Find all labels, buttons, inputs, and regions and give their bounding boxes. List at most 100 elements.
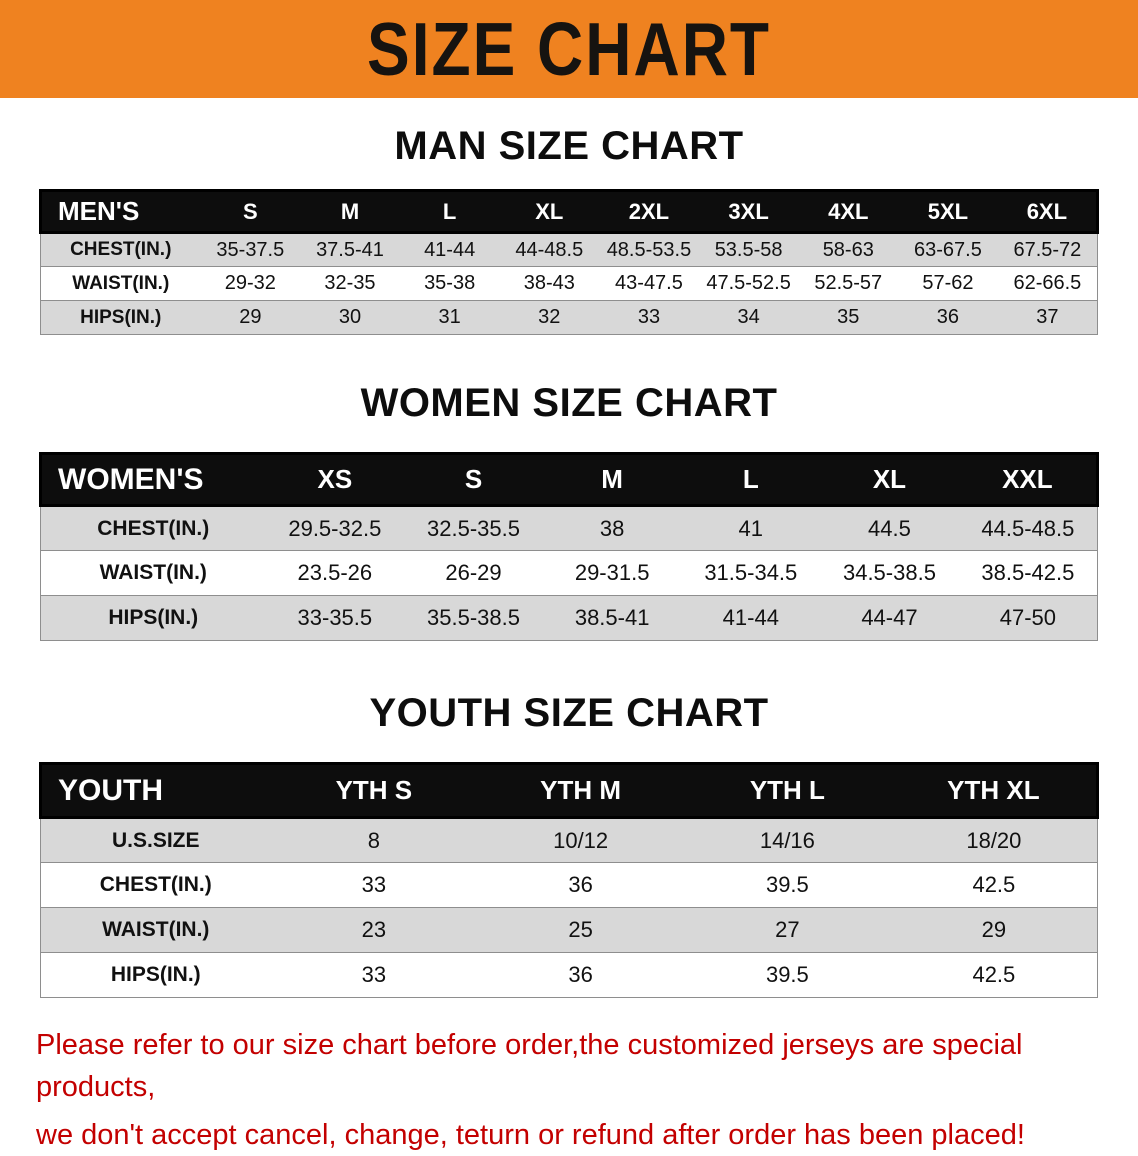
row-label: WAIST(IN.) xyxy=(72,272,170,294)
women-size-table: WOMEN'S XS S M L XL XXL CHEST(IN.) 29.5-32.5 32.5… xyxy=(39,452,1099,641)
size-value-cell: 38.5-41 xyxy=(574,605,650,630)
youth-section-heading: YOUTH SIZE CHART xyxy=(369,691,769,735)
size-value-cell: 41-44 xyxy=(424,238,476,261)
size-value-cell: 37.5-41 xyxy=(316,238,384,261)
size-column-header: M xyxy=(601,464,623,494)
size-value-cell: 35-38 xyxy=(424,272,476,294)
youth-size-section: YOUTH SIZE CHART YOUTH YTH S YTH M YTH L YTH… xyxy=(0,691,1138,998)
measurement-row: CHEST(IN.) 33 36 39.5 42.5 xyxy=(40,862,1098,908)
size-value-cell: 44-48.5 xyxy=(515,238,584,261)
youth-table-header-row: YOUTH YTH S YTH M YTH L YTH XL xyxy=(40,763,1098,818)
men-table-title: MEN'S xyxy=(58,196,140,226)
disclaimer-line-2: we don't accept cancel, change, teturn o… xyxy=(36,1119,1025,1152)
size-value-cell: 52.5-57 xyxy=(814,272,883,294)
size-column-header: S xyxy=(242,198,258,224)
size-column-header: YTH M xyxy=(540,775,622,805)
women-section-heading: WOMEN SIZE CHART xyxy=(360,381,778,425)
size-column-header: 3XL xyxy=(728,198,769,224)
size-value-cell: 23.5-26 xyxy=(297,560,373,585)
size-value-cell: 10/12 xyxy=(553,827,609,853)
measurement-row: HIPS(IN.) 33-35.5 35.5-38.5 38.5-41 41-44 44-… xyxy=(40,595,1098,641)
size-value-cell: 53.5-58 xyxy=(714,238,783,261)
size-value-cell: 38-43 xyxy=(523,272,575,294)
size-value-cell: 36 xyxy=(936,306,960,328)
size-value-cell: 36 xyxy=(568,962,593,987)
row-label: WAIST(IN.) xyxy=(102,918,210,941)
size-value-cell: 47-50 xyxy=(999,605,1057,630)
size-value-cell: 67.5-72 xyxy=(1013,238,1082,261)
disclaimer-note: Please refer to our size chart before or… xyxy=(36,1024,1102,1156)
size-value-cell: 34 xyxy=(737,306,760,328)
size-value-cell: 36 xyxy=(568,872,593,897)
size-value-cell: 29 xyxy=(239,306,262,328)
men-size-table: MEN'S S M L XL 2XL 3XL 4XL 5XL 6XL CHEST(IN.) 35-37… xyxy=(39,189,1099,335)
size-value-cell: 14/16 xyxy=(759,827,815,853)
size-value-cell: 34.5-38.5 xyxy=(842,560,936,585)
size-value-cell: 33 xyxy=(361,962,387,987)
row-label: CHEST(IN.) xyxy=(99,873,212,896)
size-value-cell: 62-66.5 xyxy=(1013,272,1082,294)
size-column-header: 6XL xyxy=(1026,198,1068,224)
youth-size-table: YOUTH YTH S YTH M YTH L YTH XL U.S.SIZE 8 10/12… xyxy=(39,762,1099,998)
row-label: HIPS(IN.) xyxy=(108,606,199,629)
size-column-header: YTH S xyxy=(335,775,413,805)
size-value-cell: 31 xyxy=(438,306,461,328)
size-value-cell: 33-35.5 xyxy=(297,605,373,630)
measurement-row: WAIST(IN.) 29-32 32-35 35-38 38-43 43-47.5 47.… xyxy=(40,266,1098,301)
row-label: HIPS(IN.) xyxy=(110,963,201,986)
size-column-header: XL xyxy=(872,464,907,494)
size-value-cell: 44.5-48.5 xyxy=(981,515,1075,541)
size-value-cell: 41 xyxy=(738,515,764,541)
disclaimer-line-1: Please refer to our size chart before or… xyxy=(36,1029,1023,1104)
page-title: SIZE CHART xyxy=(367,6,771,92)
size-value-cell: 18/20 xyxy=(966,827,1022,853)
measurement-row: CHEST(IN.) 29.5-32.5 32.5-35.5 38 41 44.5 44.5… xyxy=(40,505,1098,551)
size-value-cell: 32 xyxy=(538,306,561,328)
men-section-heading: MAN SIZE CHART xyxy=(394,124,744,168)
size-value-cell: 8 xyxy=(367,827,380,853)
size-value-cell: 29 xyxy=(981,917,1007,942)
size-value-cell: 47.5-52.5 xyxy=(706,272,791,294)
size-value-cell: 43-47.5 xyxy=(615,272,683,294)
size-value-cell: 38.5-42.5 xyxy=(981,560,1075,585)
size-column-header: 5XL xyxy=(927,198,969,224)
size-value-cell: 33 xyxy=(637,306,661,328)
size-value-cell: 42.5 xyxy=(972,962,1016,987)
women-table-header-row: WOMEN'S XS S M L XL XXL xyxy=(40,453,1098,506)
size-value-cell: 29.5-32.5 xyxy=(288,515,382,541)
size-column-header: XL xyxy=(535,198,564,224)
size-column-header: YTH L xyxy=(749,775,825,805)
size-value-cell: 57-62 xyxy=(922,272,974,294)
size-column-header: 4XL xyxy=(828,198,869,224)
size-value-cell: 42.5 xyxy=(972,872,1016,897)
measurement-row: HIPS(IN.) 29 30 31 32 33 34 35 36 37 xyxy=(40,300,1098,335)
women-table-title: WOMEN'S xyxy=(58,462,204,496)
size-value-cell: 58-63 xyxy=(822,238,874,261)
row-label: CHEST(IN.) xyxy=(97,516,210,540)
row-label: CHEST(IN.) xyxy=(70,239,172,260)
size-value-cell: 35.5-38.5 xyxy=(427,605,520,630)
row-label: HIPS(IN.) xyxy=(80,306,162,328)
women-table-host: WOMEN'S XS S M L XL XXL CHEST(IN.) 29.5-32.5 32.5… xyxy=(39,452,1099,641)
size-column-header: 2XL xyxy=(628,198,670,224)
size-value-cell: 31.5-34.5 xyxy=(704,560,798,585)
size-value-cell: 33 xyxy=(361,872,387,897)
size-value-cell: 44.5 xyxy=(868,515,911,541)
size-column-header: YTH XL xyxy=(947,775,1040,805)
measurement-row: WAIST(IN.) 23 25 27 29 xyxy=(40,907,1098,953)
men-table-host: MEN'S S M L XL 2XL 3XL 4XL 5XL 6XL CHEST(IN.) 35-37… xyxy=(39,189,1099,335)
size-column-header: XXL xyxy=(1002,464,1053,494)
size-value-cell: 63-67.5 xyxy=(914,238,982,261)
size-value-cell: 44-47 xyxy=(861,605,918,630)
size-value-cell: 38 xyxy=(599,515,625,541)
size-column-header: L xyxy=(442,198,457,224)
size-value-cell: 39.5 xyxy=(765,962,809,987)
measurement-row: U.S.SIZE 8 10/12 14/16 18/20 xyxy=(40,817,1098,863)
size-value-cell: 37 xyxy=(1036,306,1059,328)
size-value-cell: 32.5-35.5 xyxy=(427,515,520,541)
size-column-header: M xyxy=(340,198,360,224)
size-value-cell: 25 xyxy=(568,917,593,942)
men-table-header-row: MEN'S S M L XL 2XL 3XL 4XL 5XL 6XL xyxy=(40,190,1098,233)
size-value-cell: 29-32 xyxy=(224,272,276,294)
